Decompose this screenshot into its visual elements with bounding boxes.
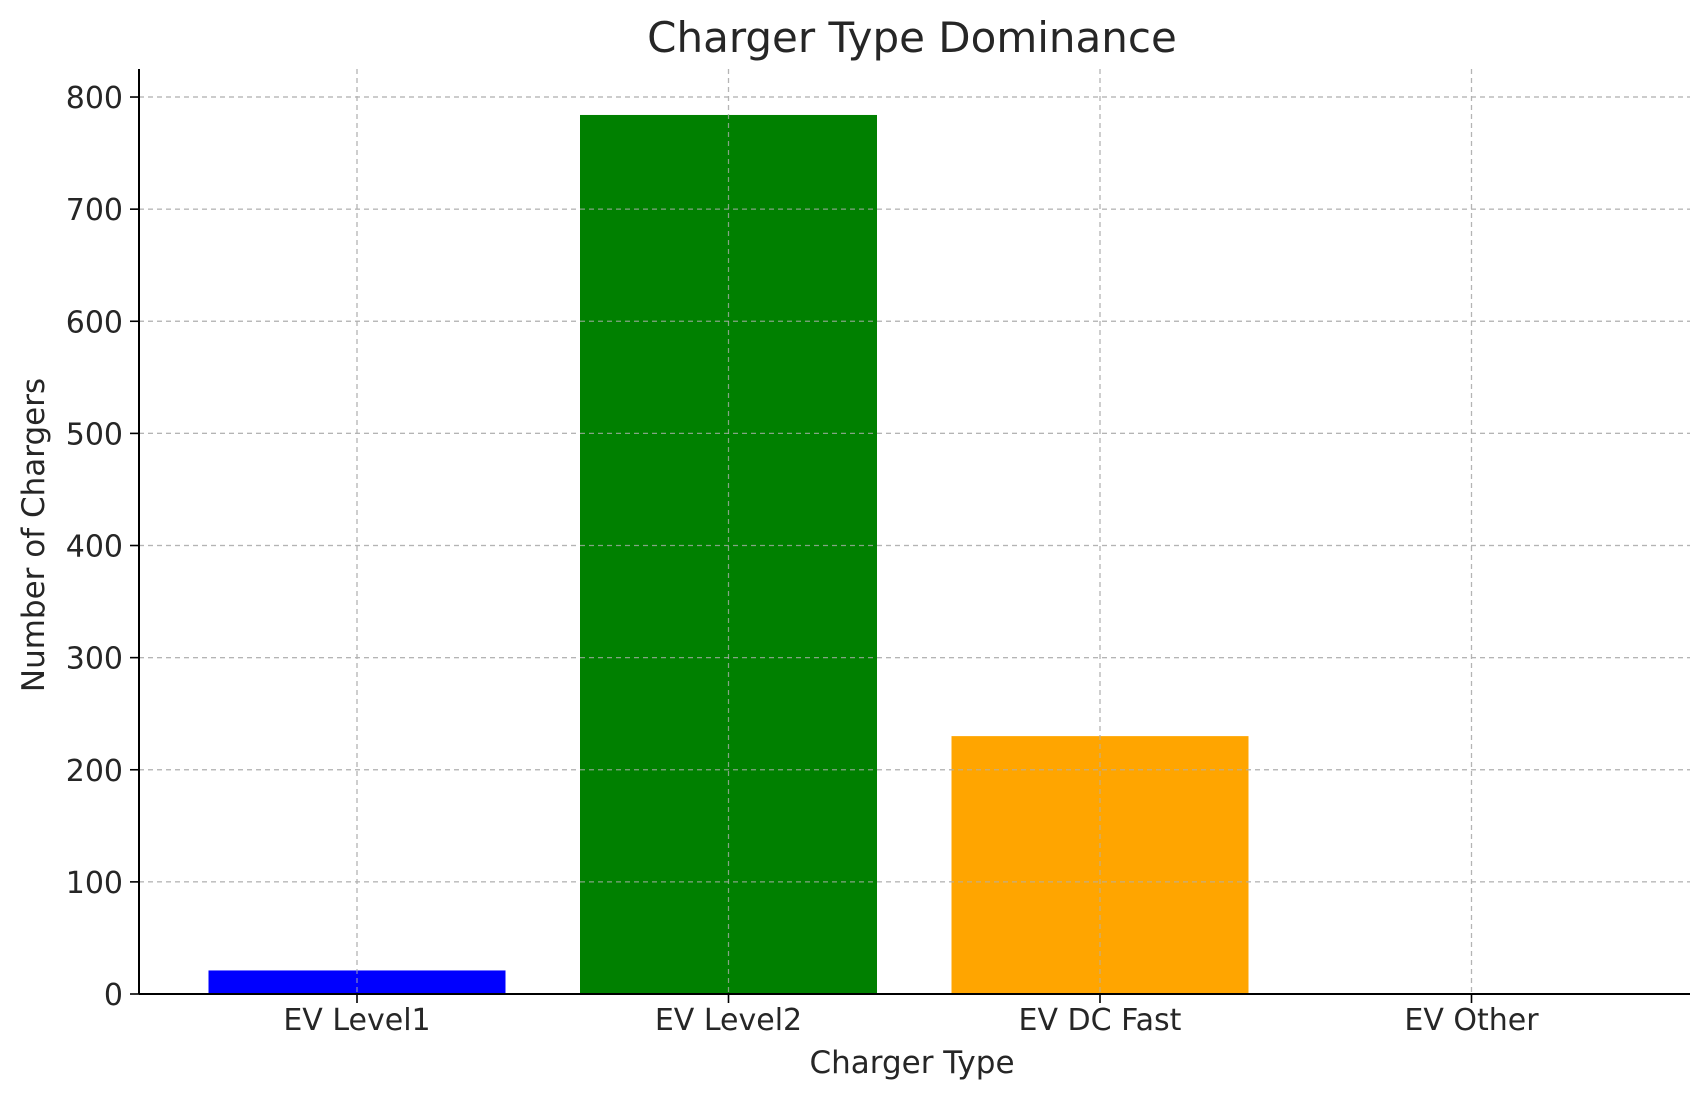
chart-title: Charger Type Dominance [647, 13, 1177, 62]
x-tick-label: EV Level2 [655, 1003, 802, 1038]
grid-layer [139, 69, 1690, 995]
y-tick-label: 400 [66, 530, 123, 565]
bars-layer [139, 69, 1690, 995]
axes-layer [138, 69, 1690, 995]
y-tick-label: 200 [66, 754, 123, 789]
x-tick-label: EV DC Fast [1019, 1003, 1182, 1038]
y-tick-label: 0 [104, 978, 123, 1013]
ticks-layer: 0 100 200 300 400 500 600 700 800 EV Level1 EV Lev… [66, 81, 1540, 1038]
y-axis-label: Number of Chargers [16, 378, 52, 692]
y-tick-label: 100 [66, 866, 123, 901]
x-tick-label: EV Level1 [283, 1003, 430, 1038]
y-tick-label: 700 [66, 193, 123, 228]
y-tick-label: 600 [66, 305, 123, 340]
y-tick-label: 300 [66, 642, 123, 677]
x-axis-label: Charger Type [809, 1045, 1014, 1081]
y-tick-label: 500 [66, 417, 123, 452]
y-tick-label: 800 [66, 81, 123, 116]
x-tick-label: EV Other [1404, 1003, 1539, 1038]
